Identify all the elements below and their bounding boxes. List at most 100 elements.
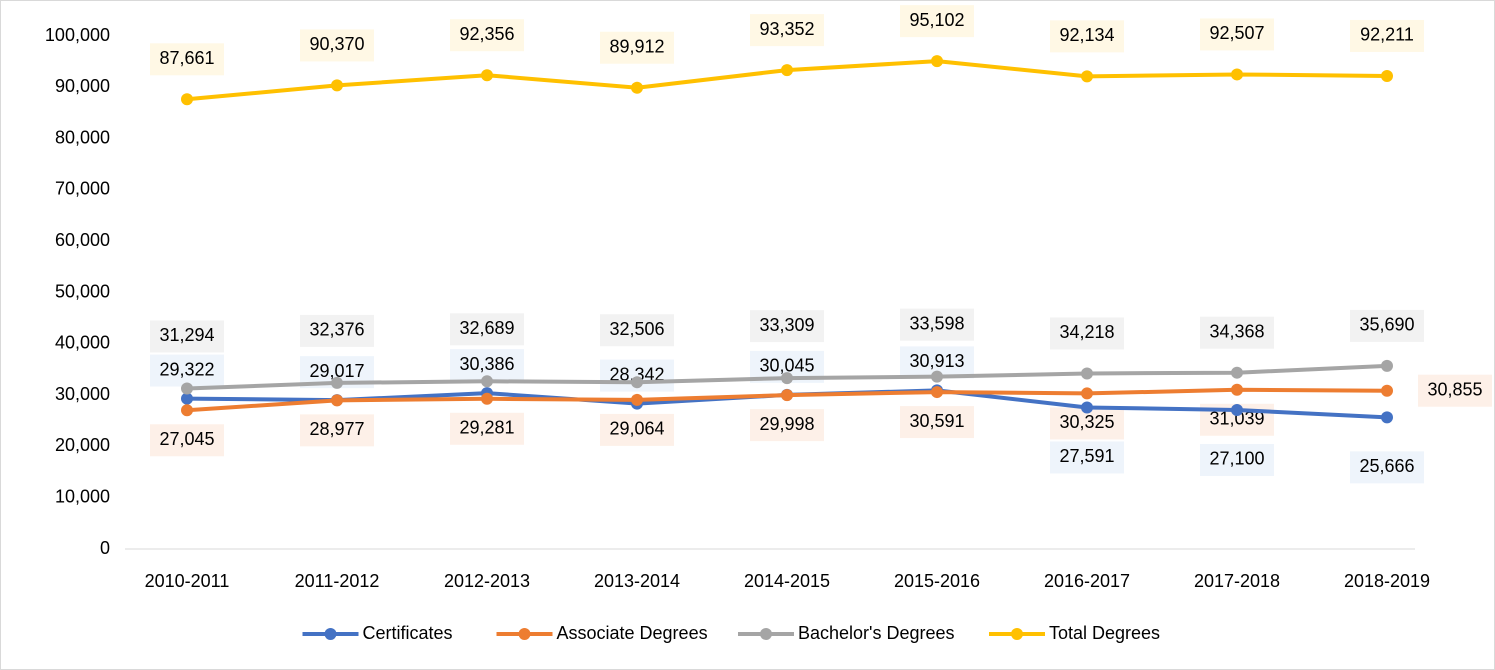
x-tick-label: 2016-2017 (1044, 571, 1130, 591)
data-label-bg (1418, 374, 1492, 407)
data-label-bg (1350, 309, 1424, 342)
y-tick-label: 30,000 (55, 384, 110, 404)
data-label: 29,017 (309, 361, 364, 381)
x-tick-label: 2010-2011 (145, 571, 230, 591)
x-tick-label: 2012-2013 (444, 571, 530, 591)
data-point (631, 81, 643, 94)
y-tick-label: 100,000 (45, 25, 110, 45)
data-point (1381, 411, 1393, 424)
data-label-bg (600, 314, 674, 347)
data-label-bg (150, 43, 224, 76)
x-tick-label: 2011-2012 (295, 571, 380, 591)
data-label-bg (1200, 443, 1274, 476)
data-label: 92,356 (459, 24, 514, 44)
data-label: 35,690 (1359, 315, 1414, 335)
data-label: 27,591 (1059, 446, 1114, 466)
y-tick-label: 40,000 (55, 333, 110, 353)
data-label-bg (450, 313, 524, 346)
data-point (1081, 367, 1093, 380)
x-tick-label: 2017-2018 (1194, 571, 1280, 591)
data-label-bg (300, 29, 374, 62)
data-point (181, 392, 193, 405)
legend-label: Certificates (363, 623, 453, 643)
data-label: 31,294 (159, 325, 214, 345)
data-label-bg (1200, 316, 1274, 349)
data-label: 29,322 (159, 359, 214, 379)
data-point (631, 376, 643, 389)
data-point (331, 394, 343, 407)
y-tick-label: 10,000 (55, 486, 110, 506)
data-label: 87,661 (159, 48, 214, 68)
data-label-bg (750, 310, 824, 343)
y-tick-label: 50,000 (55, 281, 110, 301)
data-label-bg (900, 5, 974, 38)
y-tick-label: 90,000 (55, 76, 110, 96)
data-label-bg (150, 320, 224, 353)
data-label: 29,998 (759, 414, 814, 434)
data-label: 32,689 (459, 318, 514, 338)
data-label-bg (1200, 18, 1274, 51)
y-tick-label: 60,000 (55, 230, 110, 250)
data-label-bg (1050, 317, 1124, 350)
data-label: 30,045 (759, 356, 814, 376)
y-tick-label: 20,000 (55, 435, 110, 455)
data-point (1231, 366, 1243, 379)
data-label: 93,352 (759, 19, 814, 39)
data-label: 30,913 (909, 351, 964, 371)
data-label-bg (300, 314, 374, 347)
data-label-bg (450, 412, 524, 445)
data-label: 28,977 (309, 419, 364, 439)
data-point (1381, 69, 1393, 82)
data-point (781, 389, 793, 402)
data-point (181, 382, 193, 395)
data-label-bg (900, 406, 974, 439)
data-point (181, 404, 193, 417)
x-tick-label: 2018-2019 (1344, 571, 1430, 591)
data-label: 29,064 (609, 419, 664, 439)
data-label: 30,325 (1059, 412, 1114, 432)
legend-marker (518, 628, 531, 640)
data-label-bg (900, 308, 974, 341)
data-point (481, 375, 493, 388)
data-point (181, 93, 193, 106)
data-label-bg (600, 413, 674, 446)
data-point (331, 376, 343, 389)
data-label: 33,309 (759, 315, 814, 335)
data-label: 29,281 (459, 418, 514, 438)
data-point (481, 69, 493, 82)
data-label-bg (150, 354, 224, 387)
x-tick-label: 2014-2015 (744, 571, 830, 591)
data-label-bg (1350, 451, 1424, 484)
data-point (781, 372, 793, 385)
data-label: 30,386 (459, 354, 514, 374)
data-label-bg (1050, 441, 1124, 474)
legend-marker (324, 628, 337, 640)
data-label-bg (1350, 19, 1424, 52)
data-label: 92,507 (1209, 23, 1264, 43)
data-label-bg (150, 424, 224, 457)
y-tick-label: 70,000 (55, 179, 110, 199)
data-label: 34,218 (1059, 322, 1114, 342)
data-label: 34,368 (1209, 321, 1264, 341)
data-label: 25,666 (1359, 456, 1414, 476)
data-point (931, 370, 943, 383)
data-point (1081, 401, 1093, 414)
data-point (631, 393, 643, 406)
data-point (331, 79, 343, 92)
data-label: 92,211 (1360, 25, 1414, 45)
legend-label: Total Degrees (1049, 623, 1160, 643)
data-point (781, 64, 793, 77)
legend-marker (1011, 628, 1023, 640)
data-point (1081, 70, 1093, 83)
data-point (481, 392, 493, 405)
data-label: 32,506 (609, 319, 664, 339)
legend-label: Bachelor's Degrees (798, 623, 955, 643)
data-label: 33,598 (909, 313, 964, 333)
data-point (1231, 403, 1243, 416)
data-point (931, 386, 943, 399)
data-label: 27,045 (159, 429, 214, 449)
data-label: 27,100 (1209, 449, 1264, 469)
data-point (1381, 384, 1393, 397)
data-label: 90,370 (309, 34, 364, 54)
